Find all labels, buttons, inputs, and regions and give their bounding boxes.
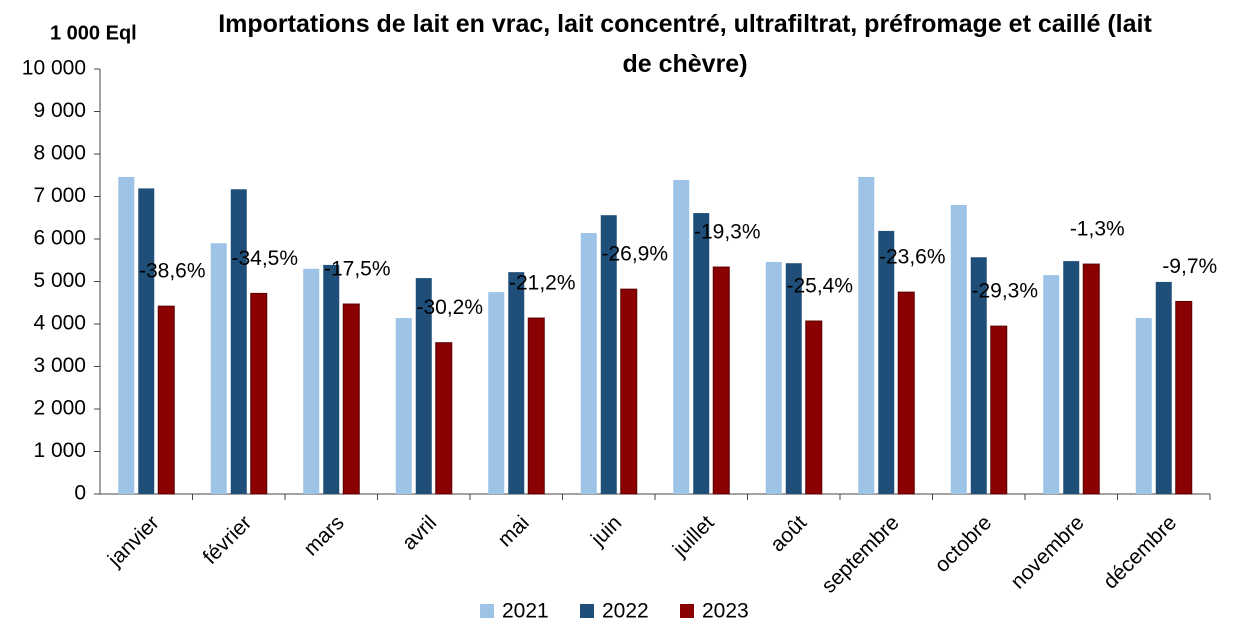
y-tick-label: 6 000: [33, 227, 86, 250]
bar: [395, 318, 412, 494]
bar: [303, 268, 320, 494]
annotation: -25,4%: [786, 275, 853, 298]
bar: [435, 342, 453, 495]
bar: [1175, 300, 1193, 495]
bar: [1155, 281, 1172, 494]
bar: [230, 189, 247, 494]
annotation: -19,3%: [694, 221, 761, 244]
annotation: -29,3%: [971, 280, 1038, 303]
legend-label: 2022: [602, 600, 649, 622]
bar: [118, 176, 135, 494]
y-tick-label: 5 000: [33, 269, 86, 292]
y-tick-label: 0: [74, 482, 86, 505]
bar: [620, 288, 638, 495]
bar: [897, 291, 915, 495]
bar: [157, 305, 175, 495]
x-tick-label: octobre: [930, 511, 996, 577]
bar: [785, 263, 802, 494]
annotation: -23,6%: [879, 246, 946, 269]
bar: [765, 261, 782, 494]
bar: [138, 188, 155, 495]
bar: [342, 303, 360, 495]
x-tick-label: janvier: [103, 511, 164, 572]
bar: [1043, 275, 1060, 494]
bar: [673, 179, 690, 495]
bar: [712, 266, 730, 495]
y-tick-label: 9 000: [33, 99, 86, 122]
y-tick-label: 1 000: [33, 439, 86, 462]
annotation: -26,9%: [601, 243, 668, 266]
annotation: -38,6%: [139, 260, 206, 283]
x-tick-label: mai: [494, 511, 534, 551]
x-tick-label: mars: [299, 511, 348, 560]
bar: [527, 317, 545, 495]
bar: [488, 292, 505, 494]
legend-swatch: [480, 604, 494, 618]
legend-label: 2021: [502, 600, 549, 622]
x-tick-label: février: [199, 511, 257, 569]
bar: [805, 320, 823, 495]
annotation: -30,2%: [416, 296, 483, 319]
y-tick-label: 3 000: [33, 354, 86, 377]
bar: [693, 213, 710, 494]
bar: [1082, 263, 1100, 495]
y-tick-label: 2 000: [33, 397, 86, 420]
annotation: -21,2%: [509, 272, 576, 295]
bar: [600, 215, 617, 494]
bar: [950, 205, 967, 494]
bar: [250, 292, 268, 495]
bar: [508, 272, 525, 494]
legend-label: 2023: [702, 600, 749, 622]
bar: [878, 230, 895, 495]
annotation: -9,7%: [1162, 255, 1217, 278]
y-tick-label: 10 000: [22, 57, 86, 80]
bar: [1135, 318, 1152, 494]
annotation: -34,5%: [231, 247, 298, 270]
x-tick-label: septembre: [817, 511, 903, 597]
bar: [323, 264, 340, 494]
x-tick-label: juillet: [668, 511, 719, 562]
bar: [210, 243, 227, 494]
bar: [858, 176, 875, 494]
legend-swatch: [580, 604, 594, 618]
chart-title: Importations de lait en vrac, lait conce…: [218, 10, 1152, 78]
x-tick-label: décembre: [1099, 511, 1181, 593]
bar: [970, 257, 987, 494]
annotation: -17,5%: [324, 258, 391, 281]
y-tick-label: 7 000: [33, 184, 86, 207]
x-tick-label: avril: [398, 511, 441, 554]
legend-swatch: [680, 604, 694, 618]
y-axis-label: 1 000 Eql: [50, 22, 137, 44]
bar: [990, 325, 1008, 495]
y-tick-label: 8 000: [33, 142, 86, 165]
x-tick-label: novembre: [1006, 511, 1088, 593]
y-tick-label: 4 000: [33, 312, 86, 335]
bar: [1063, 261, 1080, 494]
x-tick-label: juin: [586, 511, 626, 551]
bar: [415, 278, 432, 494]
x-tick-label: août: [766, 511, 811, 556]
bar: [580, 233, 597, 495]
annotation: -1,3%: [1070, 218, 1125, 241]
